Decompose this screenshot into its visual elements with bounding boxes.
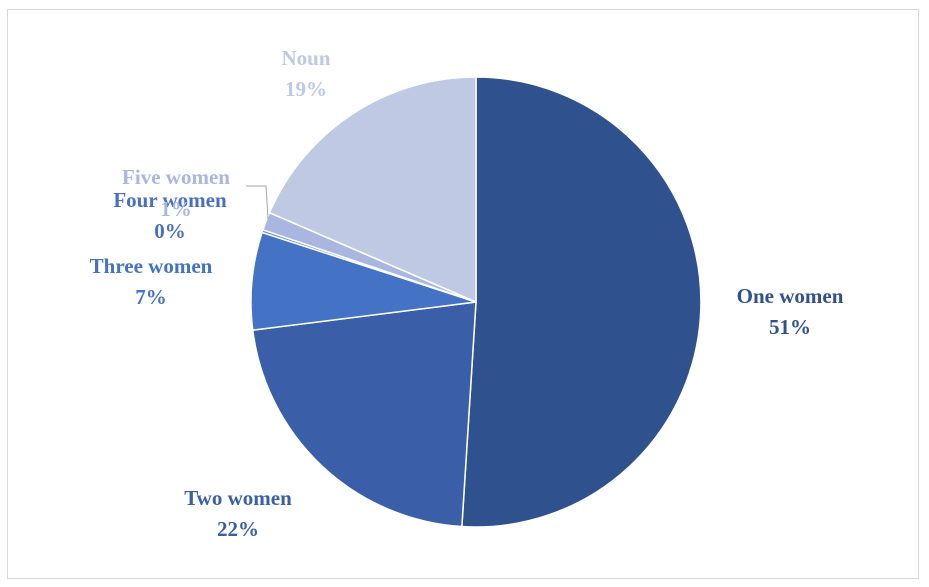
- five-women-leader-line: [246, 185, 269, 220]
- pie-slice-one-women: [461, 76, 702, 528]
- pie-slices: [250, 76, 702, 528]
- pie-labels: One women 51% Two women 22% Three women 7% Fou…: [90, 46, 844, 541]
- slice-label-one-women: One women: [737, 284, 844, 308]
- slice-percent-three-women: 7%: [135, 285, 167, 309]
- pie-slice-noun: [268, 76, 477, 304]
- slice-percent-noun: 19%: [285, 77, 327, 101]
- slice-label-three-women: Three women: [90, 254, 213, 278]
- slice-percent-five-women: 1%: [160, 197, 192, 221]
- slice-label-five-women: Five women: [122, 165, 230, 189]
- slice-label-two-women: Two women: [184, 486, 292, 510]
- slice-label-four-women: Four women: [113, 188, 227, 212]
- slice-percent-four-women: 0%: [154, 219, 186, 243]
- slice-percent-one-women: 51%: [769, 315, 811, 339]
- pie-slice-two-women: [251, 301, 477, 528]
- slice-percent-two-women: 22%: [217, 517, 259, 541]
- slice-label-noun: Noun: [281, 46, 330, 70]
